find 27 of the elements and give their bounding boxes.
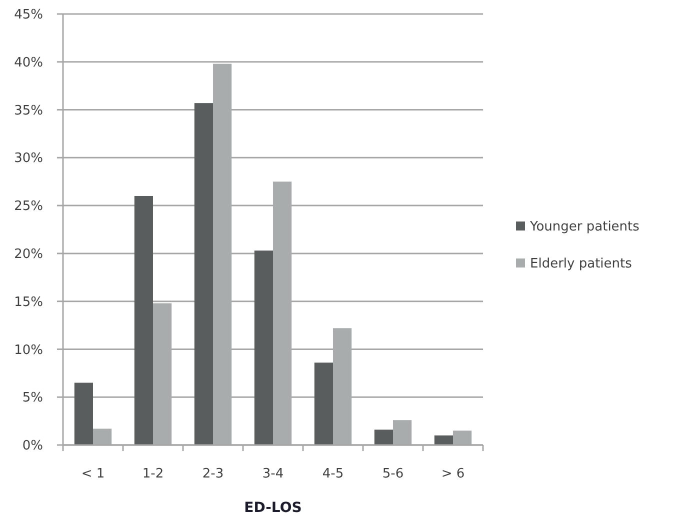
y-tick-label: 40%: [14, 55, 43, 70]
y-tick-label: 5%: [22, 390, 43, 406]
x-tick-label: 2-3: [202, 466, 224, 482]
y-tick-label: 35%: [14, 103, 43, 118]
y-tick-label: 15%: [14, 294, 43, 310]
y-tick-label: 20%: [14, 246, 43, 262]
y-tick-label: 30%: [14, 151, 43, 166]
bar: [434, 435, 453, 445]
y-tick-label: 25%: [14, 199, 43, 214]
y-tick-label: 45%: [14, 8, 43, 23]
y-tick-label: 0%: [22, 438, 43, 454]
x-tick-label: > 6: [441, 466, 465, 482]
bar: [134, 196, 153, 445]
bar: [254, 250, 273, 445]
bar: [74, 382, 93, 445]
y-tick-label: 10%: [14, 342, 43, 358]
bar: [314, 362, 333, 445]
x-tick-label: 1-2: [142, 466, 164, 482]
x-tick-label: < 1: [81, 466, 105, 482]
x-axis-title: ED-LOS: [244, 500, 302, 516]
x-tick-label: 4-5: [322, 466, 344, 482]
legend-label: Elderly patients: [530, 256, 632, 272]
x-tick-label: 5-6: [382, 466, 404, 482]
bar: [374, 430, 393, 445]
bar: [194, 103, 213, 445]
x-tick-label: 3-4: [262, 466, 284, 482]
legend-label: Younger patients: [529, 220, 640, 235]
